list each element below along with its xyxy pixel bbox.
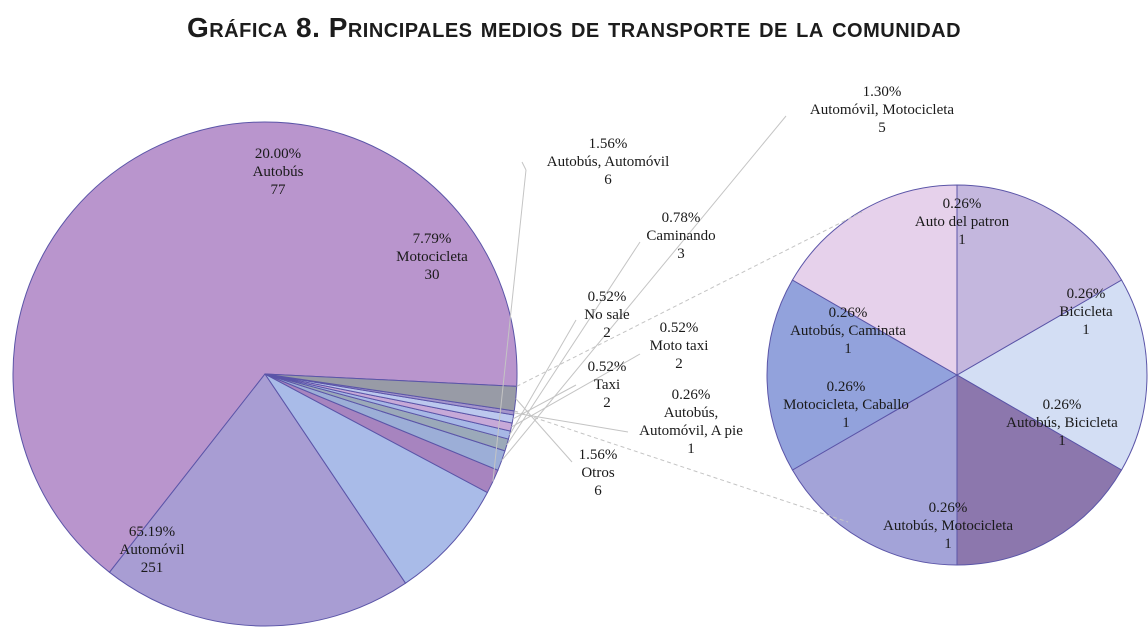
pie-slice-motocicleta <box>264 373 489 584</box>
subpie-slice-bicicleta <box>956 374 1123 566</box>
subpie-label-autobus-motocicleta: 0.26% Autobús, Motocicleta 1 <box>883 500 1013 552</box>
leader-line-caminando <box>506 241 641 446</box>
leader-line-taxi <box>512 384 577 420</box>
subpie-slice-autobus-caminata <box>956 184 1123 376</box>
data-label-autobus: 20.00% Autobús 77 <box>253 146 304 198</box>
leader-line-otros <box>515 398 573 463</box>
subpie-label-autobus-caminata: 0.26% Autobús, Caminata 1 <box>790 305 906 357</box>
data-label-motocicleta: 7.79% Motocicleta 30 <box>396 231 468 283</box>
subpie-slice-motocicleta-caballo <box>791 184 958 376</box>
subpie-slice-auto-del-patron <box>956 279 1148 471</box>
chart-title: Gráfica 8. Principales medios de transpo… <box>186 12 962 43</box>
leader-line-autobus-automovil-1 <box>521 161 527 171</box>
leader-line-moto-taxi <box>511 353 641 428</box>
leader-line-autobus-automovil-a-pie <box>513 412 629 433</box>
data-label-automovil-motocicleta: 1.30% Automóvil, Motocicleta 5 <box>810 84 954 136</box>
subpie-label-auto-del-patron: 0.26% Auto del patron 1 <box>915 196 1010 248</box>
subpie-label-motocicleta-caballo: 0.26% Motocicleta, Caballo 1 <box>783 379 909 431</box>
pie-slice-autobus <box>108 373 407 627</box>
subpie-label-bicicleta: 0.26% Bicicleta 1 <box>1059 286 1113 338</box>
leader-line-no-sale <box>509 319 577 436</box>
data-label-autobus-automovil-a-pie: 0.26% Autobús, Automóvil, A pie 1 <box>639 387 743 457</box>
pie-slice-automovil <box>12 121 518 574</box>
subpie-slice-autobus-motocicleta <box>766 279 958 471</box>
data-label-caminando: 0.78% Caminando 3 <box>646 210 715 262</box>
subpie-label-autobus-bicicleta: 0.26% Autobús, Bicicleta 1 <box>1006 397 1118 449</box>
connector-line-top <box>516 211 863 387</box>
data-label-no-sale: 0.52% No sale 2 <box>584 289 630 341</box>
leader-line-automovil-motocicleta <box>501 115 787 461</box>
leader-line-autobus-automovil <box>492 169 527 482</box>
connector-line-bottom <box>514 410 849 523</box>
data-label-moto-taxi: 0.52% Moto taxi 2 <box>650 320 709 372</box>
data-label-autobus-automovil: 1.56% Autobús, Automóvil 6 <box>547 136 670 188</box>
data-label-automovil: 65.19% Automóvil 251 <box>119 524 184 576</box>
data-label-taxi: 0.52% Taxi 2 <box>588 359 627 411</box>
data-label-otros: 1.56% Otros 6 <box>579 447 618 499</box>
